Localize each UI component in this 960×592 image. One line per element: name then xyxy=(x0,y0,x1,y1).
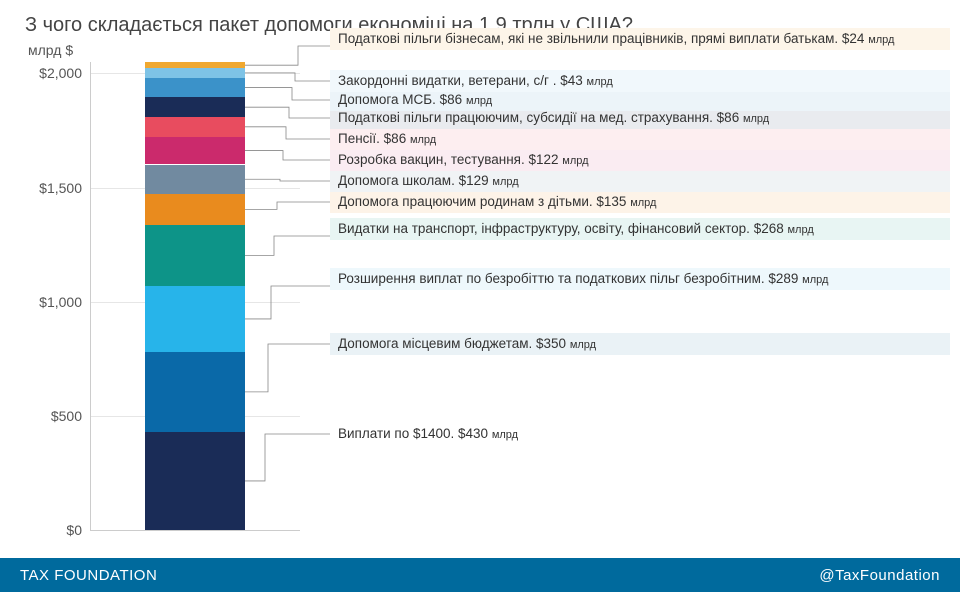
callout-text: Пенсії. xyxy=(338,131,384,146)
bar-segment xyxy=(145,225,245,286)
callout-row: Виплати по $1400. $430 млрд xyxy=(330,423,950,445)
callout-unit: млрд xyxy=(562,155,588,167)
y-tick-label: $500 xyxy=(22,408,82,424)
callout-row: Розробка вакцин, тестування. $122 млрд xyxy=(330,149,950,171)
bar-segment xyxy=(145,78,245,98)
leader-line xyxy=(245,434,330,481)
callout-amount: $129 xyxy=(459,173,493,188)
callout-amount: $135 xyxy=(596,194,630,209)
callout-amount: $86 xyxy=(717,110,743,125)
callout-row: Допомога працюючим родинам з дітьми. $13… xyxy=(330,191,950,213)
footer-bar: TAX FOUNDATION @TaxFoundation xyxy=(0,558,960,592)
bar-segment xyxy=(145,165,245,194)
callout-amount: $430 xyxy=(458,426,492,441)
callout-unit: млрд xyxy=(492,429,518,441)
callout-text: Допомога школам. xyxy=(338,173,459,188)
bar-segment xyxy=(145,137,245,165)
leader-line xyxy=(245,151,330,160)
y-axis xyxy=(90,62,91,530)
callout-text: Допомога працюючим родинам з дітьми. xyxy=(338,194,596,209)
bar-segment xyxy=(145,62,245,67)
callout-amount: $86 xyxy=(384,131,410,146)
callout-text: Допомога МСБ. xyxy=(338,92,440,107)
callout-amount: $350 xyxy=(536,336,570,351)
callout-row: Допомога місцевим бюджетам. $350 млрд xyxy=(330,333,950,355)
footer-handle: @TaxFoundation xyxy=(819,567,940,584)
callout-unit: млрд xyxy=(570,339,596,351)
callout-amount: $43 xyxy=(560,73,586,88)
callout-unit: млрд xyxy=(630,197,656,209)
callout-unit: млрд xyxy=(802,274,828,286)
callout-row: Податкові пільги бізнесам, які не звільн… xyxy=(330,28,950,50)
leader-line xyxy=(245,107,330,118)
bar-segment xyxy=(145,68,245,78)
leader-line xyxy=(245,179,330,181)
callout-unit: млрд xyxy=(787,224,813,236)
stacked-bar xyxy=(145,0,245,560)
callout-text: Допомога місцевим бюджетам. xyxy=(338,336,536,351)
y-axis-label: млрд $ xyxy=(28,42,73,58)
y-tick-label: $2,000 xyxy=(22,65,82,81)
callout-amount: $122 xyxy=(528,152,562,167)
bar-segment xyxy=(145,117,245,137)
callout-row: Допомога МСБ. $86 млрд xyxy=(330,89,950,111)
callout-unit: млрд xyxy=(868,34,894,46)
callout-text: Видатки на транспорт, інфраструктуру, ос… xyxy=(338,221,754,236)
callout-text: Податкові пільги бізнесам, які не звільн… xyxy=(338,31,842,46)
callout-unit: млрд xyxy=(587,76,613,88)
leader-line xyxy=(245,236,330,255)
callout-amount: $24 xyxy=(842,31,868,46)
callout-amount: $268 xyxy=(754,221,788,236)
callout-row: Видатки на транспорт, інфраструктуру, ос… xyxy=(330,218,950,240)
leader-line xyxy=(245,127,330,139)
callout-text: Виплати по $1400. xyxy=(338,426,458,441)
callout-labels: Виплати по $1400. $430 млрдДопомога місц… xyxy=(330,0,950,560)
callout-amount: $289 xyxy=(768,271,802,286)
callout-text: Податкові пільги працюючим, субсидії на … xyxy=(338,110,717,125)
footer-source: TAX FOUNDATION xyxy=(20,567,157,584)
bar-segment xyxy=(145,194,245,225)
leader-line xyxy=(245,88,330,100)
callout-unit: млрд xyxy=(410,134,436,146)
leader-line xyxy=(245,344,330,392)
bar-segment xyxy=(145,432,245,530)
callout-text: Закордонні видатки, ветерани, с/г . xyxy=(338,73,560,88)
callout-unit: млрд xyxy=(743,113,769,125)
leader-line xyxy=(245,46,330,65)
bar-segment xyxy=(145,97,245,117)
callout-unit: млрд xyxy=(466,95,492,107)
y-tick-label: $1,000 xyxy=(22,294,82,310)
y-tick-label: $1,500 xyxy=(22,180,82,196)
callout-row: Розширення виплат по безробіттю та подат… xyxy=(330,268,950,290)
callout-text: Розширення виплат по безробіттю та подат… xyxy=(338,271,768,286)
callout-row: Закордонні видатки, ветерани, с/г . $43 … xyxy=(330,70,950,92)
callout-row: Пенсії. $86 млрд xyxy=(330,128,950,150)
callout-row: Допомога школам. $129 млрд xyxy=(330,170,950,192)
callout-unit: млрд xyxy=(492,176,518,188)
callout-amount: $86 xyxy=(440,92,466,107)
leader-line xyxy=(245,202,330,209)
y-tick-label: $0 xyxy=(22,522,82,538)
bar-segment xyxy=(145,286,245,352)
callout-text: Розробка вакцин, тестування. xyxy=(338,152,528,167)
bar-segment xyxy=(145,352,245,432)
